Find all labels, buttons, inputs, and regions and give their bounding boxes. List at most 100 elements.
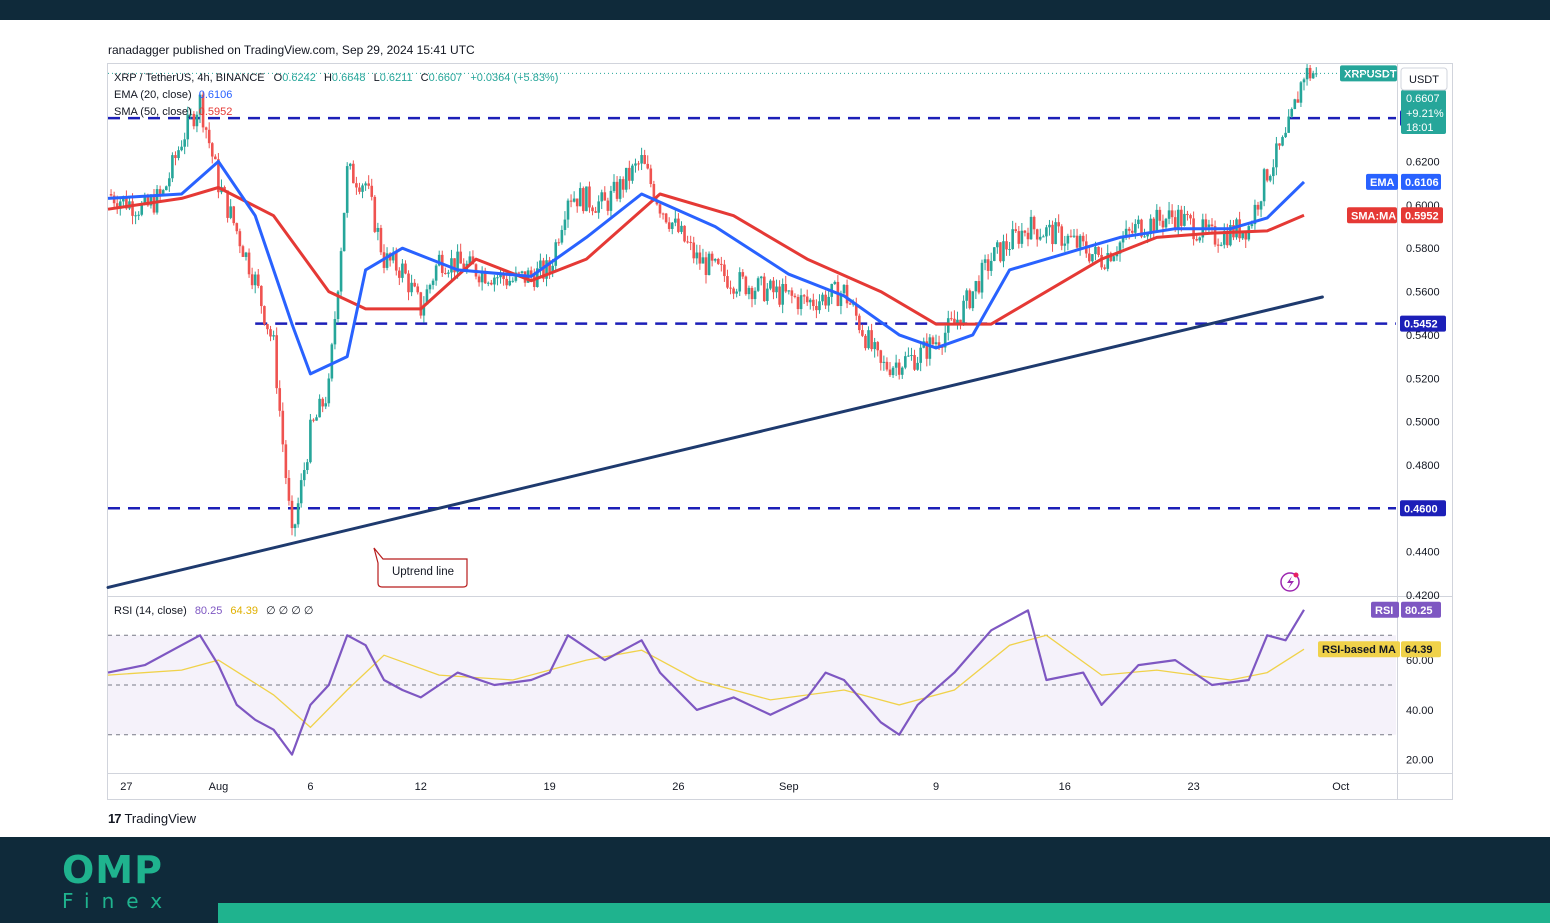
candle [352,160,355,184]
candle [210,142,214,164]
ema-legend-label: EMA (20, close) [114,89,192,101]
candle [1262,167,1266,207]
candle [854,297,858,321]
candle [842,284,846,297]
candle [609,185,613,218]
ema-name-tag: EMA [1366,173,1398,190]
sma-value-tag: 0.5952 [1401,207,1443,224]
x-tick-label: 27 [120,781,132,793]
y-tick-label: 0.5200 [1406,373,1440,385]
candle [858,313,861,334]
level-tag-2: 0.4600 [1400,500,1446,517]
candle [674,210,677,227]
candle [431,278,435,290]
candle [407,270,410,301]
last-price-line-1: +9.21% [1406,108,1444,120]
candle [1130,222,1134,236]
candle [968,288,972,310]
candle [750,285,754,308]
candle [1244,230,1248,248]
candle [615,176,619,202]
candle [643,149,646,165]
ema-name-tag-text: EMA [1370,177,1395,189]
candle [695,244,699,265]
candle [824,290,827,310]
candle [1032,215,1036,235]
omp-logo: OMP [62,848,163,892]
candle [873,337,876,358]
rsi-ma-name-tag-text: RSI-based MA [1322,644,1396,656]
candle [781,278,784,314]
candle [1051,220,1054,252]
candle [753,287,757,305]
candle [480,266,484,291]
candle [345,162,349,218]
flash-icon[interactable] [1280,572,1300,592]
candle [1078,234,1082,256]
y-tick-label: 0.5600 [1406,287,1440,299]
candle [428,283,432,294]
candle [612,174,616,193]
x-tick-label: 9 [933,781,939,793]
currency-box[interactable]: USDT [1400,67,1448,91]
candle [1265,168,1269,183]
candle [284,440,288,485]
candle [511,277,515,283]
candle [1170,204,1174,225]
candle [321,397,324,413]
candle [677,213,680,234]
candle [180,140,183,152]
candle [799,288,803,316]
candle [109,189,113,197]
rsi-y-tick-label: 60.00 [1406,655,1434,667]
candle [542,257,545,283]
candle [220,179,223,195]
candle [661,212,665,220]
candle [707,251,711,276]
candle [302,462,306,487]
candle [137,211,140,221]
last-price-tag: 0.6607 +9.21% 18:01 [1401,90,1446,134]
candle [367,175,370,190]
candle [775,279,778,299]
candle [1066,233,1070,251]
candle [1057,214,1060,233]
candle [894,354,898,377]
candle [992,246,996,262]
rsi-y-tick-label: 20.00 [1406,755,1434,767]
last-price-line-0: 0.6607 [1406,93,1440,105]
candle [1014,222,1018,233]
candle [624,167,628,193]
candle [864,333,867,351]
candle [1069,229,1073,238]
y-tick-label: 0.5400 [1406,330,1440,342]
svg-text:RSI (14, close) 80.25: RSI (14, close) 80.25 64.39 ∅ ∅ ∅ ∅ [114,605,314,617]
tradingview-label: TradingView [124,811,197,826]
y-tick-label: 0.4400 [1406,547,1440,559]
candle [1253,199,1257,230]
candle [404,260,407,275]
candle [999,242,1002,263]
candle [600,189,604,210]
candle [1060,224,1064,251]
candle [1290,107,1294,119]
candle [499,269,502,284]
tradingview-logo[interactable]: 17 TradingView [108,811,196,826]
candle [628,160,631,190]
candle [370,178,374,201]
candle [376,222,380,241]
candle [309,413,312,464]
candle [637,160,640,171]
ohlc-close: 0.6607 [429,72,463,84]
candle [1186,210,1189,221]
y-tick-label: 0.4200 [1406,590,1440,602]
candle [398,267,401,286]
candle [1023,229,1027,237]
candle [778,280,781,308]
candle [670,221,674,235]
candle [201,91,205,133]
candle [891,366,895,378]
candle [784,275,788,294]
candle [1152,217,1156,239]
